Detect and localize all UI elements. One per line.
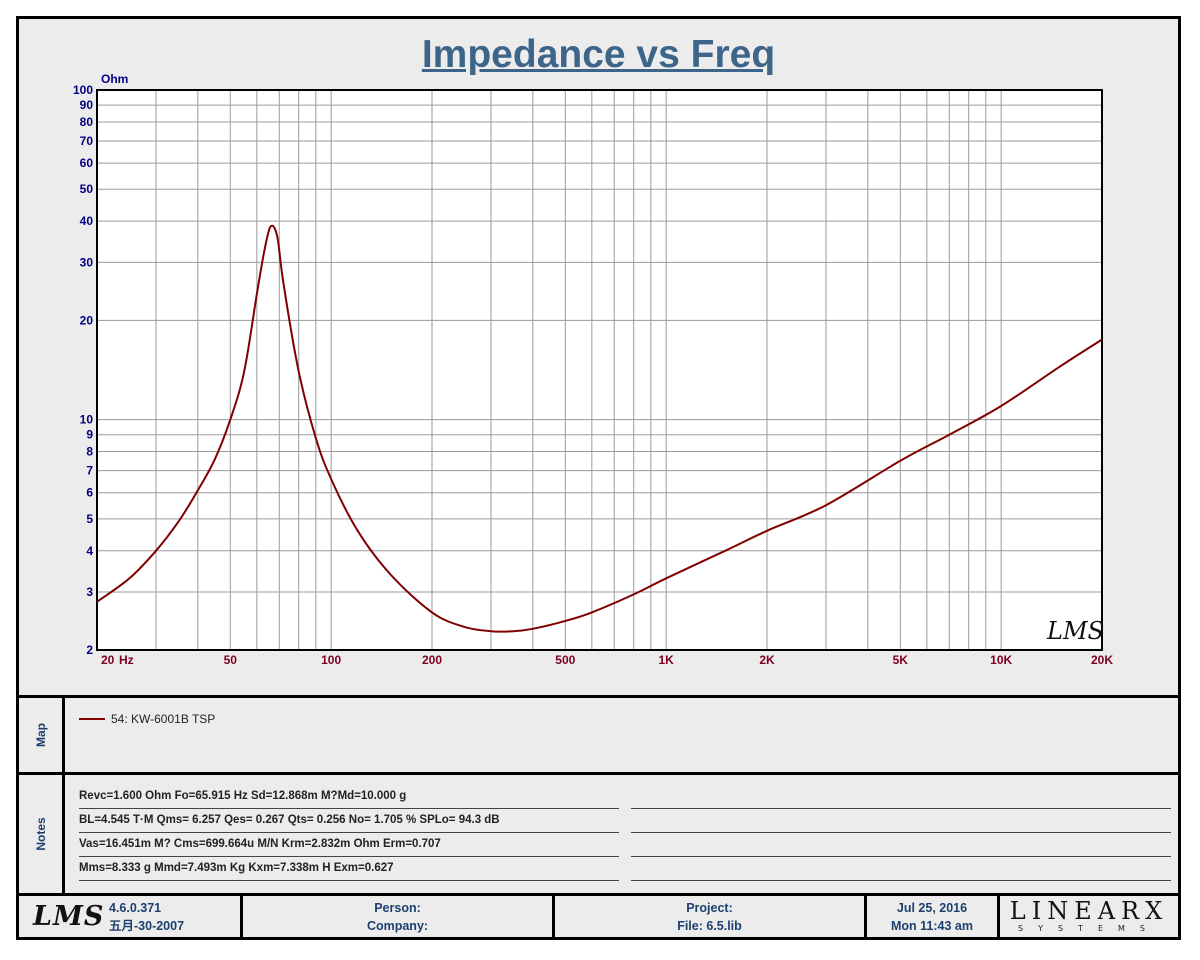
y-tick-label: 30 xyxy=(80,255,94,269)
version-block: 4.6.0.371 五月-30-2007 xyxy=(109,899,184,935)
footer-person-cell: Person: Company: xyxy=(243,896,555,937)
x-tick-label: 20 xyxy=(101,653,115,667)
report-date: Jul 25, 2016 xyxy=(896,901,968,915)
map-label: Map xyxy=(33,723,48,747)
note-line: BL=4.545 T·M Qms= 6.257 Qes= 0.267 Qts= … xyxy=(79,812,619,833)
y-tick-label: 9 xyxy=(86,428,93,442)
map-side-label: Map xyxy=(19,698,65,772)
note-line: Vas=16.451m M? Cms=699.664u M/N Krm=2.83… xyxy=(79,836,619,857)
lms-logo: LMS xyxy=(33,901,105,932)
linearx-word: LINEARX xyxy=(1009,897,1169,925)
y-tick-label: 2 xyxy=(86,643,93,657)
linearx-sub: SYSTEMS xyxy=(1018,924,1160,933)
report-frame: Impedance vs Freq 2 3 4 5 6 7 8 9 10 20 30 40 50 60 70… xyxy=(16,16,1181,940)
y-tick-label: 50 xyxy=(80,182,94,196)
chart-panel: Impedance vs Freq 2 3 4 5 6 7 8 9 10 20 30 40 50 60 70… xyxy=(19,19,1178,698)
grid-lines xyxy=(97,90,1102,650)
project-label: Project: xyxy=(686,901,733,915)
chart-title: Impedance vs Freq xyxy=(421,33,776,76)
y-axis-unit: Ohm xyxy=(101,72,128,86)
map-panel: Map 54: KW-6001B TSP xyxy=(19,698,1178,775)
note-blank-line xyxy=(631,788,1171,809)
version-number: 4.6.0.371 xyxy=(109,901,162,915)
file-label: File: 6.5.lib xyxy=(677,919,742,933)
build-date: 五月-30-2007 xyxy=(109,919,185,933)
x-axis-unit: Hz xyxy=(119,653,134,667)
y-tick-label: 40 xyxy=(80,214,94,228)
y-tick-label: 4 xyxy=(86,544,93,558)
x-tick-labels: 20 50 100 200 500 1K 2K 5K 10K 20K xyxy=(101,653,1113,667)
note-blank-line xyxy=(631,836,1171,857)
y-tick-label: 5 xyxy=(86,512,93,526)
x-tick-label: 100 xyxy=(321,653,341,667)
y-tick-label: 10 xyxy=(80,413,94,427)
y-tick-label: 80 xyxy=(80,115,94,129)
lms-watermark: LMS xyxy=(1046,617,1104,645)
legend-entry: 54: KW-6001B TSP xyxy=(79,712,215,726)
company-label: Company: xyxy=(366,919,429,933)
impedance-curve xyxy=(96,224,1103,633)
notes-label: Notes xyxy=(33,817,48,851)
plot-border xyxy=(96,89,1103,651)
note-line: Mms=8.333 g Mmd=7.493m Kg Kxm=7.338m H E… xyxy=(79,860,619,881)
note-blank-line xyxy=(631,812,1171,833)
footer-project-cell: Project: File: 6.5.lib xyxy=(555,896,867,937)
legend-label: 54: KW-6001B TSP xyxy=(111,712,216,726)
x-tick-label: 500 xyxy=(555,653,575,667)
legend-swatch xyxy=(79,718,105,720)
footer: LMS 4.6.0.371 五月-30-2007 Person: Company… xyxy=(19,896,1178,937)
x-tick-label: 20K xyxy=(1091,653,1113,667)
x-tick-label: 10K xyxy=(990,653,1012,667)
notes-panel: Notes Revc=1.600 Ohm Fo=65.915 Hz Sd=12.… xyxy=(19,775,1178,896)
y-tick-label: 60 xyxy=(80,156,94,170)
y-tick-label: 6 xyxy=(86,486,93,500)
y-tick-label: 8 xyxy=(86,445,93,459)
x-tick-label: 200 xyxy=(422,653,442,667)
y-tick-label: 3 xyxy=(86,585,93,599)
footer-version-cell: LMS 4.6.0.371 五月-30-2007 xyxy=(19,896,243,937)
note-line: Revc=1.600 Ohm Fo=65.915 Hz Sd=12.868m M… xyxy=(79,788,619,809)
y-tick-label: 90 xyxy=(80,98,94,112)
plot-area xyxy=(97,90,1102,650)
notes-side-label: Notes xyxy=(19,775,65,893)
x-tick-label: 5K xyxy=(893,653,909,667)
x-tick-label: 2K xyxy=(759,653,775,667)
y-tick-label: 70 xyxy=(80,134,94,148)
person-label: Person: xyxy=(374,901,421,915)
x-tick-label: 50 xyxy=(224,653,238,667)
y-tick-label: 100 xyxy=(73,83,93,97)
y-tick-label: 20 xyxy=(80,313,94,327)
y-tick-label: 7 xyxy=(86,464,93,478)
note-blank-line xyxy=(631,860,1171,881)
linearx-logo: LINEARX SYSTEMS xyxy=(1003,898,1175,936)
report-time: Mon 11:43 am xyxy=(891,919,973,933)
footer-date-cell: Jul 25, 2016 Mon 11:43 am xyxy=(867,896,1000,937)
x-tick-label: 1K xyxy=(658,653,674,667)
